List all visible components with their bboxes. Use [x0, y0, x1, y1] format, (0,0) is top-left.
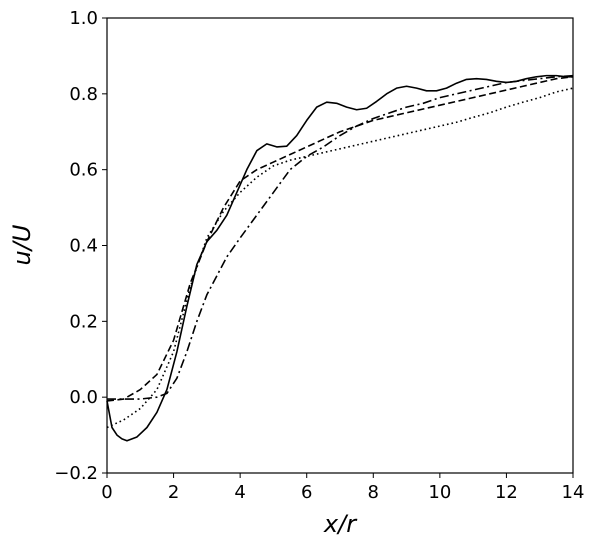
series-line-dashed	[106, 75, 574, 402]
series-line-dashdot	[107, 74, 574, 400]
y-tick-label: 1.0	[69, 8, 98, 29]
plot-frame	[106, 17, 574, 474]
y-axis-label: u/U	[8, 224, 36, 265]
x-tick-label: 0	[101, 482, 112, 503]
x-tick-label: 6	[301, 482, 312, 503]
y-tick-label: −0.2	[54, 463, 98, 484]
x-tick-label: 12	[495, 482, 518, 503]
x-tick-label: 2	[168, 482, 179, 503]
x-tick-label: 10	[428, 482, 451, 503]
ticks-layer: 0 2 4 6 8 10 12 14 −0.2 0.0 0.2 0.4 0.6 0.8 1.0	[54, 8, 584, 503]
y-tick-label: 0.4	[69, 236, 98, 257]
series-line-dotted	[106, 87, 574, 429]
series-layer	[106, 74, 574, 442]
x-tick-label: 14	[562, 482, 585, 503]
x-tick-label: 8	[368, 482, 379, 503]
series-line-solid	[106, 74, 573, 442]
y-tick-label: 0.6	[69, 160, 98, 181]
y-tick-label: 0.0	[69, 387, 98, 408]
y-tick-label: 0.2	[69, 311, 98, 332]
x-tick-label: 4	[234, 482, 245, 503]
y-tick-label: 0.8	[69, 84, 98, 105]
x-axis-label: x/r	[323, 510, 358, 538]
